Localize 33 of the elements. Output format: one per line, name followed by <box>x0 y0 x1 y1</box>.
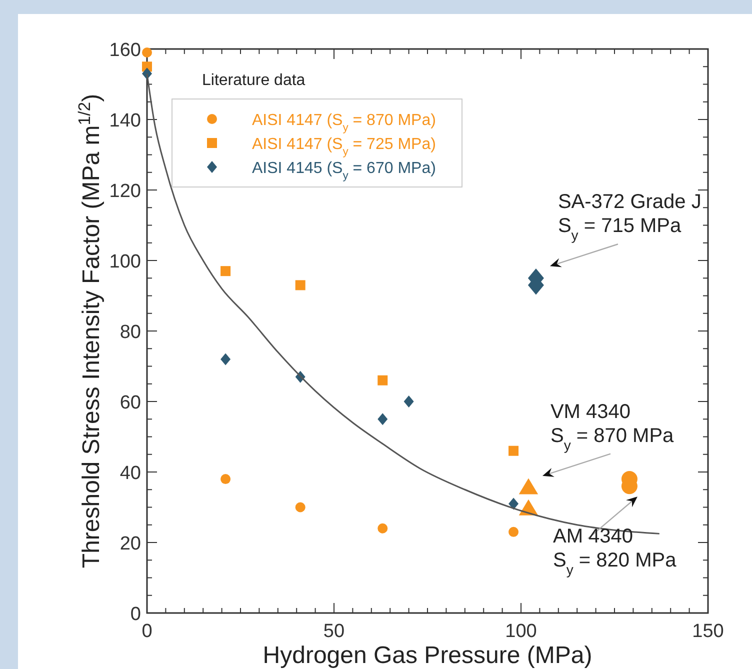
y-tick-label: 0 <box>130 604 141 625</box>
point <box>378 413 388 426</box>
y-tick-label: 120 <box>109 181 141 202</box>
point <box>508 446 519 456</box>
y-tick-label: 80 <box>120 322 141 343</box>
x-tick-label: 50 <box>323 621 345 642</box>
point <box>378 523 388 534</box>
point <box>220 474 231 484</box>
x-axis-title: Hydrogen Gas Pressure (MPa) <box>262 642 592 669</box>
legend-label: AISI 4145 (S$_{y}$ = 670 MPa) <box>252 160 436 182</box>
legend-label: AISI 4147 (S$_{y}$ = 870 MPa) <box>252 112 436 134</box>
legend-title: Literature data <box>202 72 306 89</box>
point <box>404 396 414 408</box>
point <box>220 353 231 366</box>
annotation: AM 4340 S$_{y}$ = 820 MPa <box>553 526 678 578</box>
point <box>142 48 152 58</box>
y-tick-label: 140 <box>109 110 141 132</box>
y-tick-label: 40 <box>120 463 141 484</box>
y-tick-label: 160 <box>109 40 141 61</box>
point <box>220 266 231 276</box>
point <box>378 375 388 386</box>
point <box>508 498 519 510</box>
x-tick-label: 150 <box>692 621 724 642</box>
point <box>295 280 306 290</box>
x-tick-label: 100 <box>505 621 537 642</box>
point <box>508 526 519 537</box>
annotation: SA-372 Grade J S$_{y}$ = 715 MPa <box>558 191 702 244</box>
legend-label: AISI 4147 (S$_{y}$ = 725 MPa) <box>252 136 436 158</box>
point <box>295 502 306 512</box>
y-tick-label: 60 <box>120 392 141 414</box>
y-tick-label: 100 <box>109 252 141 272</box>
annotation: VM 4340 S$_{y}$ = 870 MPa <box>550 400 675 453</box>
y-tick-label: 20 <box>120 534 141 554</box>
